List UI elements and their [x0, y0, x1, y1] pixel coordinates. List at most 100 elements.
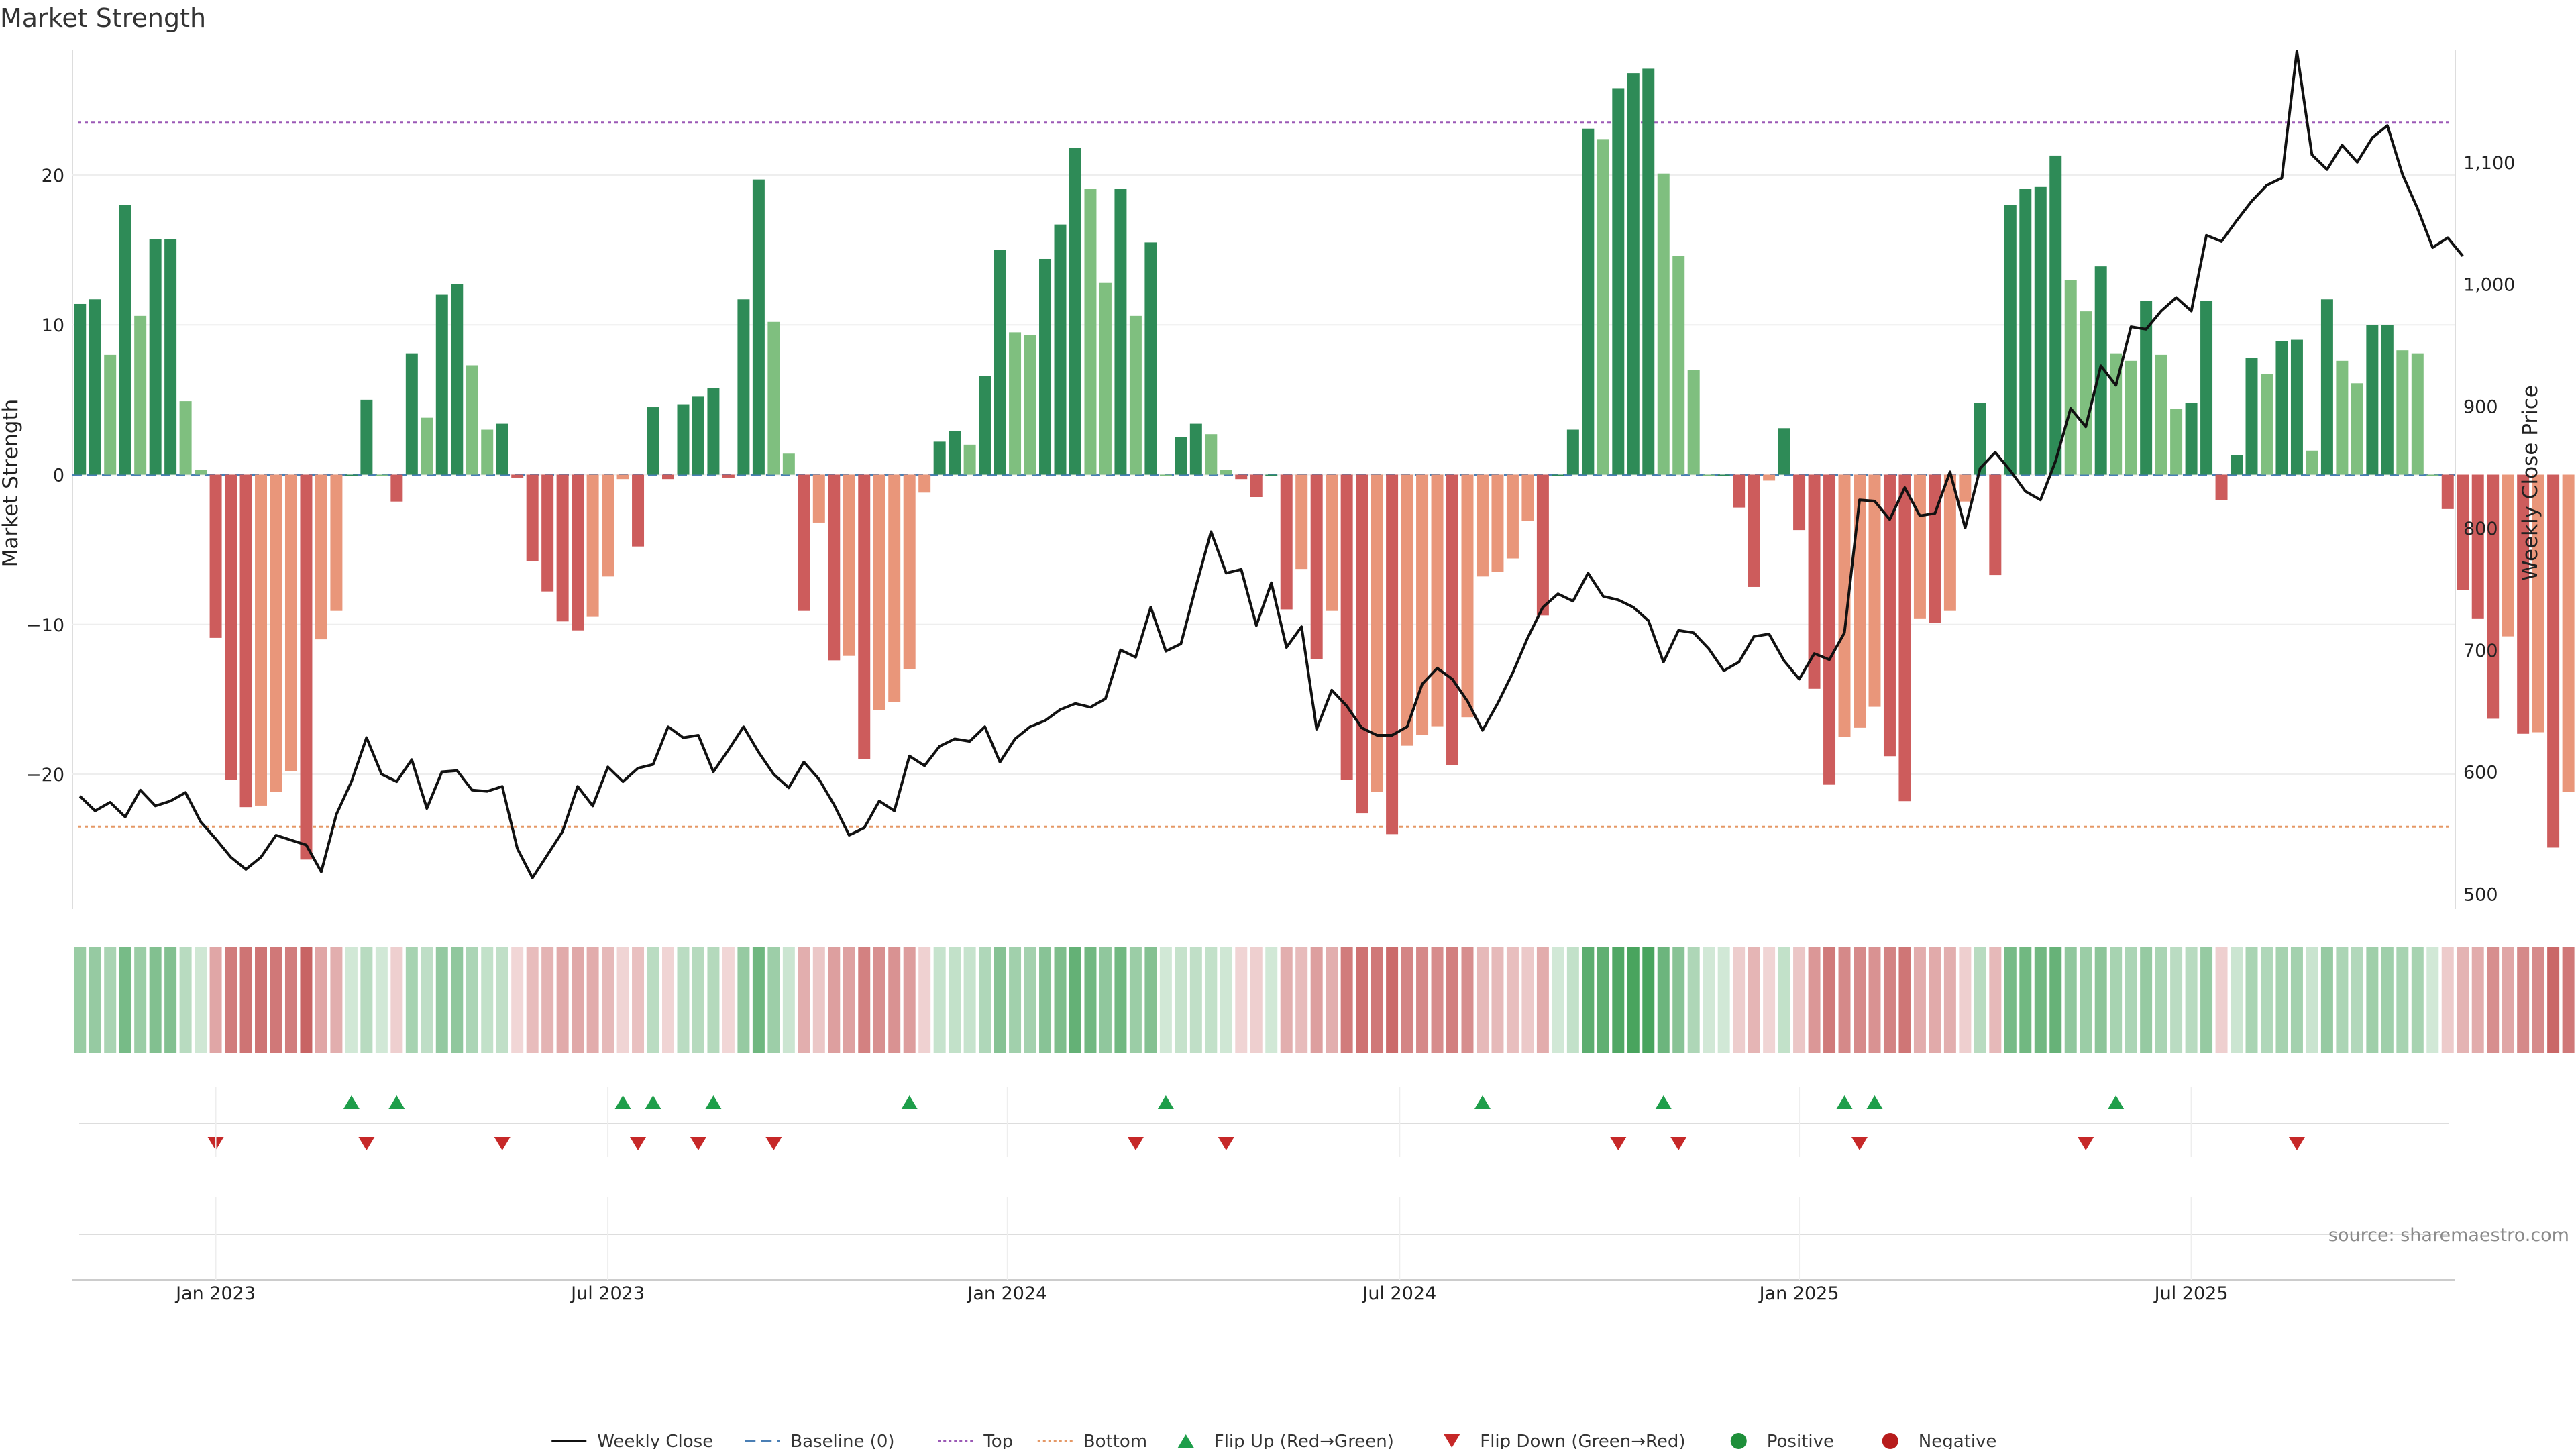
strength-bar: [2532, 474, 2544, 733]
heatmap-cell: [2004, 947, 2017, 1053]
heatmap-cell: [2441, 947, 2454, 1053]
strength-bar: [812, 474, 825, 523]
flip-markers-panel: [72, 1095, 2455, 1281]
strength-bar: [1808, 474, 1821, 689]
strength-bar: [1582, 128, 1595, 475]
heatmap-cell: [1235, 947, 1248, 1053]
flip-down-marker: [1670, 1137, 1687, 1150]
strength-bar: [1552, 474, 1564, 476]
heatmap-cell: [2034, 947, 2047, 1053]
strength-bar: [74, 303, 87, 475]
flip-up-marker: [1157, 1095, 1174, 1109]
strength-bar: [1898, 474, 1911, 802]
flip-down-marker: [1851, 1137, 1868, 1150]
heatmap-cell: [707, 947, 720, 1053]
strength-bar: [284, 474, 297, 771]
strength-bar: [1929, 474, 1941, 623]
strength-bar: [1024, 335, 1036, 475]
strength-bar: [2080, 311, 2092, 475]
heatmap-cell: [858, 947, 871, 1053]
strength-bar: [2306, 450, 2318, 475]
strength-bar: [1356, 474, 1368, 814]
strength-bar: [2110, 353, 2123, 475]
strength-bar: [2155, 354, 2167, 475]
heatmap-cell: [2517, 947, 2530, 1053]
strength-bar: [451, 284, 464, 475]
strength-bar: [963, 444, 976, 475]
flip-down-marker: [765, 1137, 782, 1150]
heatmap-cell: [526, 947, 539, 1053]
strength-bar: [2245, 358, 2258, 475]
heatmap-cell: [2275, 947, 2288, 1053]
strength-bar: [134, 315, 147, 475]
heatmap-cell: [782, 947, 795, 1053]
chart-title: Market Strength: [0, 3, 206, 33]
heatmap-cell: [1883, 947, 1896, 1053]
heatmap-cell: [1898, 947, 1911, 1053]
strength-bar: [722, 474, 735, 478]
heatmap-cell: [2547, 947, 2560, 1053]
strength-bar: [949, 431, 961, 475]
heatmap-cell: [1582, 947, 1595, 1053]
legend-swatch-flip-up: [1177, 1434, 1194, 1448]
heatmap-cell: [1491, 947, 1504, 1053]
heatmap-cell: [2080, 947, 2092, 1053]
strength-bar: [1416, 474, 1429, 735]
strength-bar: [858, 474, 871, 759]
strength-bar: [1778, 428, 1790, 475]
heatmap-cell: [1356, 947, 1368, 1053]
heatmap-cell: [2306, 947, 2318, 1053]
strength-bar: [1129, 315, 1142, 475]
strength-bars: [74, 68, 2575, 860]
heatmap-cell: [134, 947, 147, 1053]
flip-down-marker: [1218, 1137, 1234, 1150]
heatmap-cell: [2231, 947, 2243, 1053]
strength-bar: [1959, 474, 1972, 502]
strength-bar: [1823, 474, 1836, 785]
heatmap-cell: [1657, 947, 1670, 1053]
heatmap-cell: [963, 947, 976, 1053]
y2-tick-label: 1,100: [2463, 153, 2515, 174]
strength-bar: [1597, 139, 1609, 475]
heatmap-cell: [737, 947, 750, 1053]
heatmap-cell: [1416, 947, 1429, 1053]
heatmap-cell: [195, 947, 207, 1053]
strength-bar: [2064, 280, 2077, 475]
strength-bar: [1642, 68, 1655, 475]
heatmap-cell: [541, 947, 554, 1053]
strength-bar: [1144, 242, 1157, 475]
heatmap-cell: [1114, 947, 1127, 1053]
heatmap-cell: [1672, 947, 1685, 1053]
price-line-group: [78, 50, 2464, 879]
strength-bar: [360, 399, 373, 475]
heatmap-cell: [586, 947, 599, 1053]
strength-bar: [2260, 374, 2273, 475]
heatmap-cell: [1054, 947, 1067, 1053]
strength-bar: [1175, 437, 1187, 475]
heatmap-cell: [2125, 947, 2137, 1053]
strength-bar: [677, 404, 690, 475]
heatmap-cell: [89, 947, 101, 1053]
heatmap-cell: [315, 947, 327, 1053]
heatmap-cell: [843, 947, 855, 1053]
strength-bar: [1974, 402, 1986, 475]
strength-bar: [798, 474, 810, 611]
heatmap-cell: [481, 947, 494, 1053]
y2-tick-label: 1,000: [2463, 275, 2515, 296]
strength-bar: [1703, 474, 1715, 476]
strength-bar: [1612, 88, 1625, 475]
heatmap-cell: [119, 947, 131, 1053]
heatmap-cell: [2019, 947, 2032, 1053]
heatmap-cell: [1913, 947, 1926, 1053]
heatmap-cell: [2064, 947, 2077, 1053]
heatmap-cell: [1854, 947, 1866, 1053]
strength-bar: [2290, 339, 2303, 475]
strength-bar: [2004, 205, 2017, 475]
strength-bar: [632, 474, 645, 547]
strength-bar: [1883, 474, 1896, 757]
flip-up-marker: [1836, 1095, 1853, 1109]
y2-tick-label: 700: [2463, 641, 2498, 661]
strength-bar: [1868, 474, 1881, 707]
heatmap-cell: [647, 947, 659, 1053]
